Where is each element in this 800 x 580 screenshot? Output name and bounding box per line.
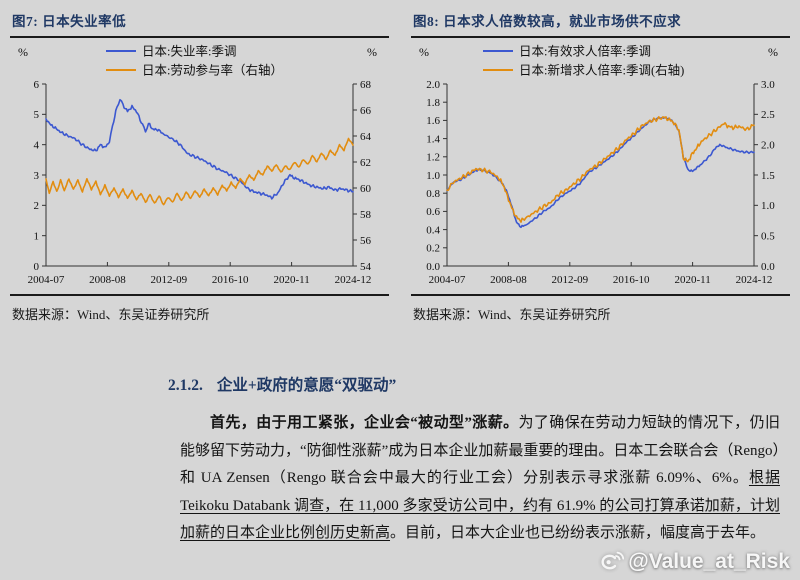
right-tick-label: 2.5 (761, 109, 775, 121)
legend-label-0: 日本:有效求人倍率:季调 (519, 44, 651, 59)
x-tick-label: 2012-09 (150, 274, 187, 286)
left-tick-label: 1.4 (426, 133, 440, 145)
x-tick-label: 2020-11 (273, 274, 309, 286)
left-tick-label: 0.8 (426, 188, 440, 200)
right-tick-label: 60 (360, 183, 372, 195)
right-axis-unit: % (367, 45, 377, 59)
left-tick-label: 1.6 (426, 115, 440, 127)
left-tick-label: 1 (34, 230, 40, 242)
body-paragraph: 首先，由于用工紧张，企业会“被动型”涨薪。为了确保在劳动力短缺的情况下，仍旧能够… (180, 410, 780, 548)
left-tick-label: 0.6 (426, 206, 440, 218)
x-tick-label: 2004-07 (429, 274, 466, 286)
x-tick-label: 2016-10 (212, 274, 249, 286)
left-tick-label: 1.0 (426, 170, 440, 182)
right-tick-label: 68 (360, 79, 372, 91)
figures-row: 图7: 日本失业率低 日本:失业率:季调日本:劳动参与率（右轴）%% 0 1 2 3 4 5… (10, 6, 790, 327)
right-tick-label: 54 (360, 261, 372, 273)
figure-8-block: 图8: 日本求人倍数较高，就业市场供不应求 日本:有效求人倍率:季调日本:新增求… (411, 6, 790, 327)
figure-7-source: 数据来源：Wind、东吴证券研究所 (10, 294, 389, 327)
figure-7-block: 图7: 日本失业率低 日本:失业率:季调日本:劳动参与率（右轴）%% 0 1 2 3 4 5… (10, 6, 389, 327)
right-axis-unit: % (768, 45, 778, 59)
right-tick-label: 1.5 (761, 170, 775, 182)
left-axis-unit: % (419, 45, 429, 59)
left-tick-label: 5 (34, 109, 40, 121)
fig8-series-line-0 (446, 116, 755, 229)
left-tick-label: 2 (34, 200, 40, 212)
legend-label-1: 日本:新增求人倍率:季调(右轴) (519, 63, 684, 78)
left-tick-label: 0 (34, 261, 40, 273)
right-tick-label: 64 (360, 131, 372, 143)
watermark-text: @Value_at_Risk (628, 550, 790, 573)
right-tick-label: 66 (360, 105, 372, 117)
x-tick-label: 2008-08 (490, 274, 527, 286)
x-tick-label: 2012-09 (551, 274, 588, 286)
right-tick-label: 58 (360, 209, 372, 221)
paragraph-segment-0: 首先，由于用工紧张，企业会“被动型”涨薪。 (210, 415, 519, 431)
fig8-series-line-1 (446, 116, 755, 223)
left-tick-label: 3 (34, 170, 40, 182)
paragraph-segment-1: 为了确保在劳动力短缺的情况下，仍旧能够留下劳动力，“防御性涨薪”成为日本企业加薪… (180, 415, 780, 486)
section-number: 2.1.2. (168, 377, 203, 394)
left-tick-label: 6 (34, 79, 40, 91)
paragraph-segment-2: 根据 Teikoku Databank 调查，在 11,000 多家受访公司中，… (180, 470, 780, 541)
fig7-series-line-0 (45, 98, 354, 200)
paragraph-segment-3: 。目前，日本大企业也已纷纷表示涨薪，幅度高于去年。 (390, 525, 766, 541)
right-tick-label: 0.0 (761, 261, 775, 273)
figure-7-title: 图7: 日本失业率低 (10, 6, 389, 38)
figure-8-title: 图8: 日本求人倍数较高，就业市场供不应求 (411, 6, 790, 38)
figure-8-source: 数据来源：Wind、东吴证券研究所 (411, 294, 790, 327)
right-tick-label: 56 (360, 235, 372, 247)
x-tick-label: 2004-07 (28, 274, 65, 286)
right-tick-label: 2.0 (761, 139, 775, 151)
left-tick-label: 0.0 (426, 261, 440, 273)
right-tick-label: 1.0 (761, 200, 775, 212)
section-heading: 2.1.2. 企业+政府的意愿“双驱动” (168, 373, 800, 395)
left-tick-label: 1.2 (426, 152, 440, 164)
right-tick-label: 62 (360, 157, 371, 169)
left-tick-label: 2.0 (426, 79, 440, 91)
right-tick-label: 0.5 (761, 230, 775, 242)
left-tick-label: 4 (34, 139, 40, 151)
weibo-icon (601, 551, 625, 570)
fig7-series-line-1 (45, 137, 354, 206)
x-tick-label: 2008-08 (89, 274, 126, 286)
x-tick-label: 2024-12 (335, 274, 372, 286)
x-tick-label: 2024-12 (736, 274, 773, 286)
left-tick-label: 1.8 (426, 97, 440, 109)
left-tick-label: 0.2 (426, 243, 440, 255)
legend-label-0: 日本:失业率:季调 (142, 44, 236, 59)
section-title: 企业+政府的意愿“双驱动” (216, 377, 397, 394)
x-tick-label: 2020-11 (674, 274, 710, 286)
right-tick-label: 3.0 (761, 79, 775, 91)
left-axis-unit: % (18, 45, 28, 59)
legend-label-1: 日本:劳动参与率（右轴） (142, 63, 283, 78)
left-tick-label: 0.4 (426, 224, 440, 236)
x-tick-label: 2016-10 (613, 274, 650, 286)
weibo-watermark: @Value_at_Risk (600, 550, 790, 574)
